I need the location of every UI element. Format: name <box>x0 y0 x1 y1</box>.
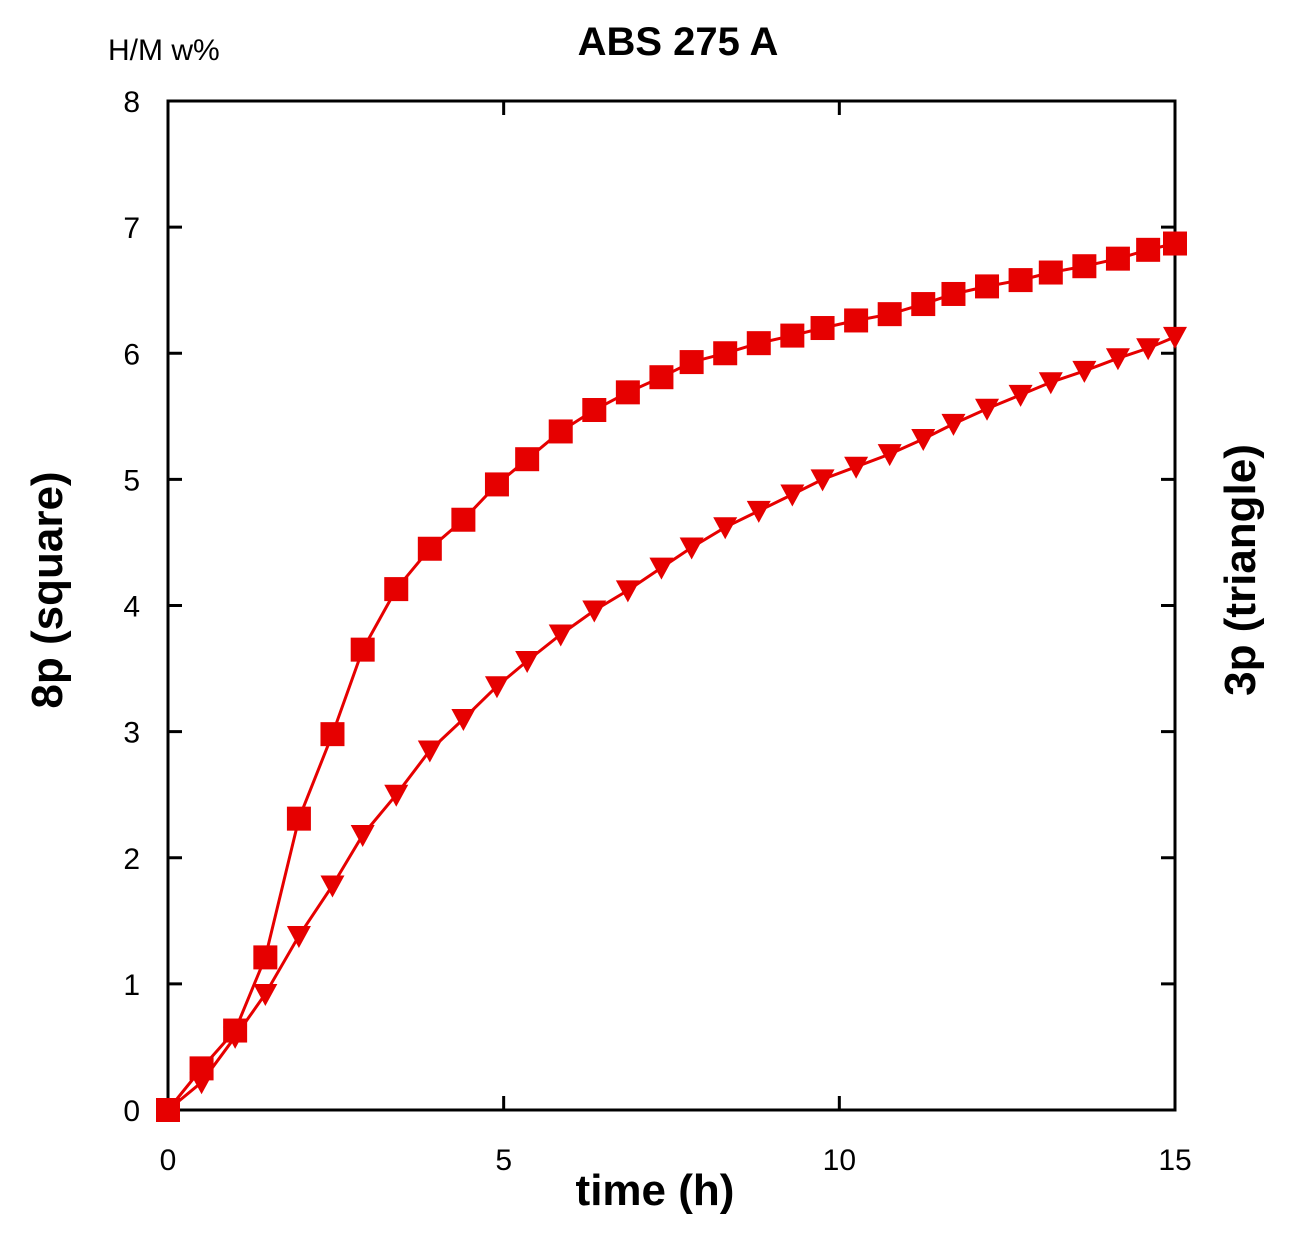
data-point-triangle <box>1072 360 1097 383</box>
data-point-triangle <box>253 983 278 1006</box>
data-point-triangle <box>156 1100 180 1122</box>
data-point-triangle <box>975 398 1000 421</box>
data-point-triangle <box>746 500 771 523</box>
data-point-triangle <box>615 580 640 603</box>
data-point-square <box>350 637 375 662</box>
series-line <box>167 335 1176 1112</box>
data-point-triangle <box>223 1026 248 1049</box>
data-point-square <box>320 722 345 747</box>
data-point-square <box>844 308 869 333</box>
data-point-triangle <box>1163 326 1187 349</box>
data-point-triangle <box>515 650 540 673</box>
y-tick-label: 4 <box>123 591 140 624</box>
data-point-square <box>1072 254 1097 279</box>
data-point-square <box>975 274 1000 299</box>
chart-title: ABS 275 A <box>578 20 779 64</box>
data-point-square <box>484 472 509 497</box>
data-point-triangle <box>810 469 835 492</box>
ticks: 0 1 2 3 4 5 6 7 8 0 5 10 15 <box>123 86 1191 1177</box>
x-tick-label: 5 <box>495 1144 512 1177</box>
y-tick-label: 3 <box>123 717 140 750</box>
data-point-triangle <box>1105 348 1130 371</box>
y-tick-label: 8 <box>123 86 140 119</box>
series-square <box>156 231 1187 1122</box>
y-tick-label: 5 <box>123 464 140 497</box>
data-point-triangle <box>1008 384 1033 407</box>
x-tick-label: 10 <box>823 1144 856 1177</box>
data-point-square <box>1105 246 1130 271</box>
data-point-triangle <box>844 456 869 479</box>
series <box>156 231 1187 1122</box>
y-tick-label: 7 <box>123 212 140 245</box>
x-tick-label: 0 <box>160 1144 177 1177</box>
data-point-triangle <box>911 429 936 452</box>
y-axis-title-right: 3p (triangle) <box>1216 444 1265 696</box>
data-point-square <box>515 447 540 472</box>
data-point-triangle <box>877 444 902 467</box>
data-point-triangle <box>582 600 607 623</box>
data-point-square <box>1163 231 1187 256</box>
data-point-square <box>417 536 442 561</box>
data-point-triangle <box>286 925 311 948</box>
data-point-square <box>877 302 902 327</box>
data-point-square <box>451 507 476 532</box>
data-point-square <box>713 341 738 366</box>
data-point-triangle <box>350 825 375 848</box>
data-point-square <box>746 331 771 356</box>
data-point-triangle <box>484 676 509 699</box>
data-point-square <box>649 365 674 390</box>
data-point-square <box>911 292 936 317</box>
data-point-square <box>615 380 640 405</box>
x-axis-title: time (h) <box>576 1166 735 1215</box>
data-point-triangle <box>320 875 345 898</box>
data-point-square <box>679 350 704 375</box>
data-point-triangle <box>679 537 704 560</box>
x-tick-label: 15 <box>1158 1144 1191 1177</box>
data-point-square <box>1008 268 1033 293</box>
data-point-square <box>253 945 278 970</box>
y-tick-label: 0 <box>123 1095 140 1128</box>
data-point-square <box>582 398 607 423</box>
data-point-square <box>941 281 966 306</box>
series-triangle <box>156 326 1187 1122</box>
data-point-triangle <box>649 557 674 580</box>
data-point-square <box>1136 237 1161 262</box>
data-point-triangle <box>1038 372 1063 395</box>
data-point-square <box>810 316 835 341</box>
y-tick-label: 1 <box>123 969 140 1002</box>
data-point-square <box>780 323 805 348</box>
plot-frame <box>166 99 1177 1112</box>
data-point-triangle <box>189 1072 214 1095</box>
data-point-triangle <box>548 624 573 647</box>
data-point-triangle <box>1136 338 1161 361</box>
data-point-triangle <box>384 784 409 807</box>
data-point-triangle <box>713 517 738 540</box>
data-point-square <box>286 806 311 831</box>
y-tick-label: 2 <box>123 843 140 876</box>
y-tick-label: 6 <box>123 338 140 371</box>
data-point-square <box>548 419 573 444</box>
data-point-triangle <box>780 484 805 507</box>
data-point-triangle <box>941 413 966 436</box>
data-point-triangle <box>417 740 442 763</box>
data-point-square <box>384 577 409 602</box>
data-point-triangle <box>451 709 476 732</box>
data-point-square <box>1038 260 1063 285</box>
y-unit-label: H/M w% <box>108 34 220 67</box>
y-axis-title-left: 8p (square) <box>23 471 72 708</box>
